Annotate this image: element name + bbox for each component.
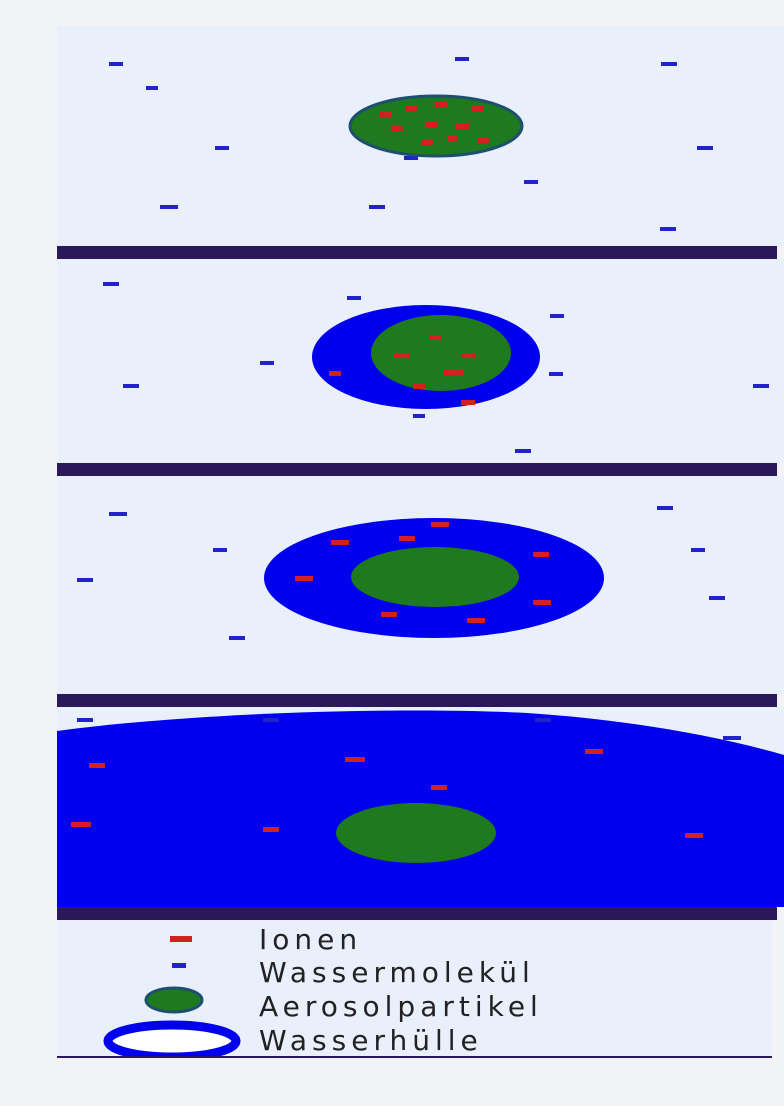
panel-separator [57, 694, 777, 707]
legend: Ionen Wassermolekül Aerosolpartikel Wass… [57, 920, 772, 1058]
water-molecule-icon [172, 963, 186, 968]
ion-icon [170, 936, 192, 942]
ions [379, 102, 489, 145]
ions [329, 335, 475, 405]
panel-stage-4 [57, 707, 784, 907]
aerosol-particle [336, 803, 496, 863]
water-molecules [77, 506, 725, 640]
ions [295, 522, 551, 623]
panel-separator [57, 463, 777, 476]
water-molecules [77, 718, 741, 740]
legend-label-aerosol-particle: Aerosolpartikel [259, 990, 543, 1023]
aerosol-particle-icon [144, 986, 204, 1014]
legend-label-ions: Ionen [259, 923, 363, 956]
panel-separator [57, 246, 777, 259]
legend-icons [103, 936, 241, 1056]
panel-stage-2 [57, 259, 784, 463]
panel-separator [57, 907, 777, 920]
ions [71, 749, 703, 838]
panel-stage-3-drawing [77, 506, 725, 640]
legend-label-water-shell: Wasserhülle [259, 1024, 483, 1057]
aerosol-activation-diagram: Ionen Wassermolekül Aerosolpartikel Wass… [57, 26, 784, 1058]
panel-stage-2-drawing [103, 282, 769, 453]
water-shell-icon [103, 1020, 241, 1056]
panel-stage-3 [57, 476, 784, 694]
panel-stage-1 [57, 26, 784, 246]
water-molecules [109, 57, 713, 231]
aerosol-particle [371, 315, 511, 391]
panel-stage-1-drawing [109, 57, 713, 231]
panel-stage-4-drawing [57, 710, 784, 907]
water-molecules [103, 282, 769, 453]
legend-label-water-molecule: Wassermolekül [259, 956, 535, 989]
aerosol-particle [351, 547, 519, 607]
